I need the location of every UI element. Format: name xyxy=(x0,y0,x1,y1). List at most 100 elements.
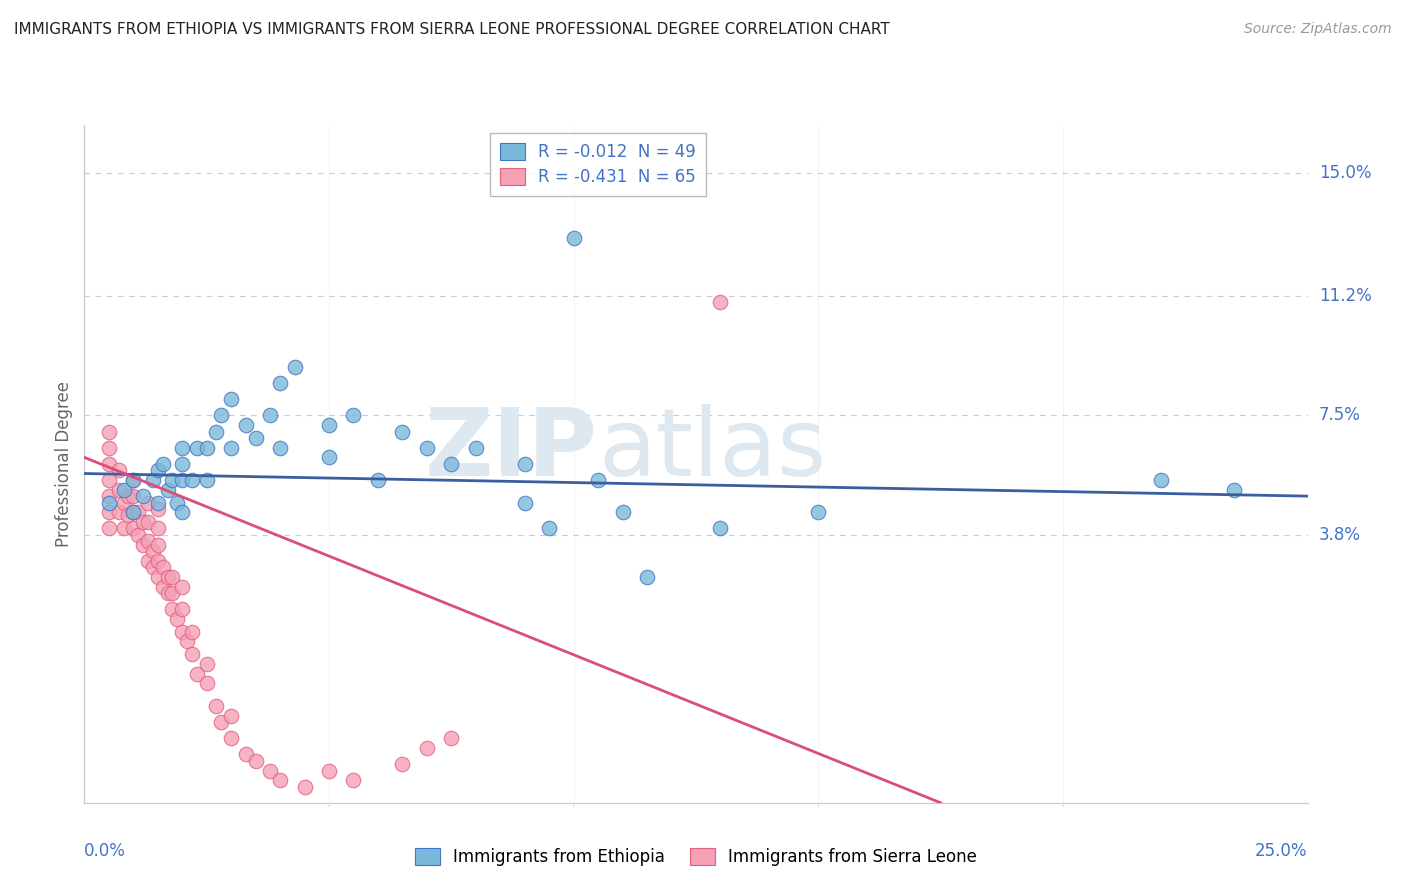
Point xyxy=(122,473,145,487)
Point xyxy=(97,489,120,503)
Point xyxy=(586,473,609,487)
Point xyxy=(97,473,120,487)
Point xyxy=(709,295,731,310)
Point xyxy=(367,473,389,487)
Point xyxy=(122,505,145,519)
Point xyxy=(97,495,120,509)
Point xyxy=(186,441,208,455)
Point xyxy=(97,457,120,471)
Point xyxy=(269,376,291,391)
Point xyxy=(612,505,634,519)
Text: 3.8%: 3.8% xyxy=(1319,526,1361,544)
Point xyxy=(172,624,194,639)
Point xyxy=(209,715,232,730)
Point xyxy=(294,780,316,794)
Point xyxy=(245,431,267,445)
Point xyxy=(219,392,242,407)
Point xyxy=(416,740,439,755)
Point xyxy=(391,757,413,772)
Point xyxy=(166,612,188,626)
Point xyxy=(513,495,536,509)
Point xyxy=(538,521,561,535)
Point xyxy=(318,764,340,778)
Point xyxy=(132,537,155,551)
Point xyxy=(142,544,165,558)
Point xyxy=(172,473,194,487)
Text: 7.5%: 7.5% xyxy=(1319,407,1361,425)
Point xyxy=(186,666,208,681)
Point xyxy=(132,515,155,529)
Point xyxy=(1150,473,1173,487)
Point xyxy=(235,418,257,433)
Text: 15.0%: 15.0% xyxy=(1319,164,1371,182)
Point xyxy=(97,521,120,535)
Point xyxy=(162,473,184,487)
Point xyxy=(195,473,218,487)
Point xyxy=(127,505,149,519)
Point xyxy=(219,441,242,455)
Point xyxy=(195,657,218,671)
Point xyxy=(195,676,218,690)
Point xyxy=(112,495,135,509)
Point xyxy=(219,731,242,746)
Point xyxy=(156,586,179,600)
Point xyxy=(117,508,139,523)
Point xyxy=(1223,483,1246,497)
Text: IMMIGRANTS FROM ETHIOPIA VS IMMIGRANTS FROM SIERRA LEONE PROFESSIONAL DEGREE COR: IMMIGRANTS FROM ETHIOPIA VS IMMIGRANTS F… xyxy=(14,22,890,37)
Text: Source: ZipAtlas.com: Source: ZipAtlas.com xyxy=(1244,22,1392,37)
Point xyxy=(172,457,194,471)
Point xyxy=(318,418,340,433)
Point xyxy=(269,773,291,788)
Point xyxy=(136,515,159,529)
Point xyxy=(318,450,340,465)
Point xyxy=(709,521,731,535)
Point xyxy=(181,624,204,639)
Point xyxy=(259,409,281,423)
Point xyxy=(416,441,439,455)
Point xyxy=(117,489,139,503)
Point xyxy=(107,463,129,477)
Point xyxy=(235,747,257,762)
Point xyxy=(636,570,658,584)
Point xyxy=(562,231,585,245)
Text: 0.0%: 0.0% xyxy=(84,842,127,860)
Point xyxy=(269,441,291,455)
Point xyxy=(219,708,242,723)
Point xyxy=(107,483,129,497)
Legend: R = -0.012  N = 49, R = -0.431  N = 65: R = -0.012 N = 49, R = -0.431 N = 65 xyxy=(491,133,706,196)
Point xyxy=(464,441,486,455)
Point xyxy=(440,457,463,471)
Point xyxy=(142,560,165,574)
Text: ZIP: ZIP xyxy=(425,404,598,496)
Point xyxy=(195,441,218,455)
Point xyxy=(136,534,159,549)
Point xyxy=(127,528,149,542)
Point xyxy=(122,505,145,519)
Point xyxy=(146,463,169,477)
Point xyxy=(112,483,135,497)
Point xyxy=(440,731,463,746)
Point xyxy=(205,425,228,439)
Point xyxy=(136,495,159,509)
Point xyxy=(513,457,536,471)
Point xyxy=(172,505,194,519)
Point xyxy=(209,409,232,423)
Point xyxy=(146,537,169,551)
Point xyxy=(156,483,179,497)
Text: 25.0%: 25.0% xyxy=(1256,842,1308,860)
Point xyxy=(146,570,169,584)
Point xyxy=(162,586,184,600)
Point xyxy=(132,489,155,503)
Point xyxy=(152,560,174,574)
Point xyxy=(152,580,174,594)
Point xyxy=(166,495,188,509)
Text: atlas: atlas xyxy=(598,404,827,496)
Point xyxy=(162,570,184,584)
Point xyxy=(146,502,169,516)
Point xyxy=(172,441,194,455)
Point xyxy=(146,521,169,535)
Point xyxy=(205,698,228,713)
Point xyxy=(152,457,174,471)
Point xyxy=(97,505,120,519)
Point xyxy=(122,473,145,487)
